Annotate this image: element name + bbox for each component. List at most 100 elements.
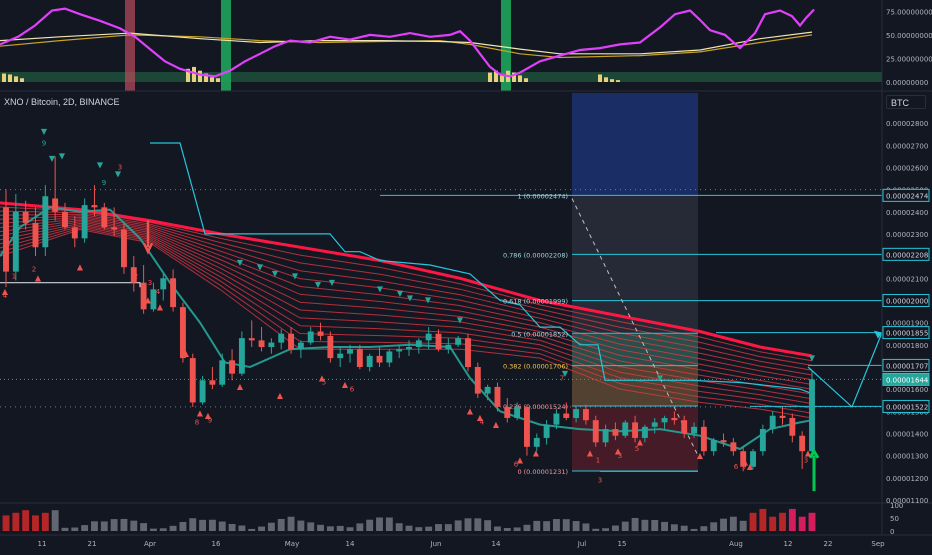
sequence-count: 5: [635, 445, 639, 453]
candle-body: [543, 424, 550, 438]
candle-body: [553, 413, 560, 425]
candle-body: [710, 440, 717, 452]
volume-bar: [248, 528, 256, 531]
buy-signal-marker: ▲: [533, 449, 540, 458]
buy-signal-marker: ▲: [615, 446, 622, 455]
volume-bar: [366, 519, 374, 531]
volume-pane[interactable]: [2, 508, 816, 531]
indicator-axis-label: 0.00000000: [886, 79, 928, 87]
volume-bar: [336, 525, 344, 531]
sequence-count: 2: [134, 272, 138, 280]
volume-bar: [484, 520, 492, 531]
volume-bar: [277, 518, 285, 531]
sequence-count: 4: [480, 419, 485, 427]
candle-body: [12, 211, 19, 272]
volume-bar: [749, 512, 757, 531]
fib-level-label: 0 (0.00001231): [517, 468, 568, 476]
ribbon-line: [0, 215, 813, 376]
candle-body: [582, 409, 589, 421]
histogram-bar: [488, 72, 492, 82]
price-pane[interactable]: 1 (0.00002474) 0.786 (0.00002208) 0.618 (0…: [0, 93, 883, 492]
buy-signal-marker: ▲: [697, 451, 704, 460]
candle-body: [317, 331, 324, 336]
candle-body: [681, 420, 688, 434]
histogram-bar: [210, 77, 214, 82]
volume-bar: [680, 525, 688, 531]
candle-body: [229, 360, 236, 374]
sequence-count: 1: [12, 272, 16, 280]
price-tag-label: 0.00001707: [886, 362, 928, 370]
sell-signal-marker: ▼: [657, 373, 664, 382]
candle-body: [465, 338, 471, 367]
volume-bar: [405, 525, 413, 531]
fib-zone-blue: [572, 93, 698, 196]
volume-bar: [759, 508, 767, 531]
time-axis-label: 11: [38, 540, 47, 548]
ribbon-line: [0, 228, 813, 419]
volume-bar: [159, 528, 167, 531]
volume-bar: [228, 523, 236, 531]
volume-bar: [22, 510, 30, 531]
volume-bar: [661, 521, 669, 531]
candle-body: [622, 422, 629, 436]
price-tag-box: [882, 358, 930, 372]
volume-bar: [238, 525, 246, 531]
candle-body: [42, 196, 49, 248]
ribbon-line: [0, 213, 813, 371]
sequence-count: 3: [148, 279, 152, 287]
volume-bar: [435, 524, 442, 531]
candle-body: [524, 406, 530, 447]
candle-body: [573, 409, 580, 418]
candle-body: [111, 227, 118, 230]
sequence-count: 2: [32, 266, 36, 274]
candle-body: [3, 207, 9, 272]
histogram-bar: [204, 73, 208, 82]
volume-bar: [631, 517, 639, 531]
volume-bar: [110, 519, 118, 531]
signal-line-fast: [0, 31, 813, 55]
buy-signal-marker: ▲: [477, 413, 484, 422]
volume-bar: [140, 523, 148, 531]
ribbon-line: [0, 210, 813, 366]
stepped-stop-line: [150, 142, 813, 395]
buy-signal-marker: ▲: [145, 296, 152, 305]
histogram-bar: [186, 68, 190, 82]
volume-axis-label: 50: [890, 515, 899, 523]
candle-body: [22, 211, 29, 223]
currency-badge[interactable]: BTC: [886, 95, 926, 109]
candle-body: [484, 386, 491, 394]
price-tag-label: 0.00001644: [886, 376, 929, 384]
price-tag-box: [882, 188, 930, 202]
projection-arrowhead: [874, 330, 882, 339]
candle-body: [91, 205, 98, 208]
price-axis-label: 0.00001600: [886, 386, 928, 394]
volume-bar: [513, 527, 521, 531]
volume-bar: [602, 528, 610, 531]
volume-bar: [317, 524, 324, 531]
candle-body: [592, 420, 599, 443]
candle-body: [62, 211, 68, 228]
time-axis-label: 14: [492, 540, 501, 548]
candle-body: [799, 435, 806, 452]
sequence-count: 3: [118, 164, 122, 172]
volume-bar: [720, 518, 727, 531]
volume-bar: [533, 520, 541, 531]
ribbon-line: [0, 222, 813, 400]
candle-body: [189, 358, 196, 403]
time-axis-label: May: [285, 540, 299, 548]
buy-signal-marker: ▲: [237, 382, 244, 391]
volume-bar: [346, 527, 354, 531]
price-tag-label: 0.00002474: [886, 192, 929, 200]
volume-bar: [700, 526, 708, 531]
sequence-count: 9: [102, 179, 106, 187]
signal-line-slow: [0, 34, 813, 59]
volume-bar: [307, 522, 315, 531]
volume-axis-label: 0: [890, 528, 894, 536]
volume-bar: [208, 519, 216, 531]
price-tag-box: [882, 326, 930, 340]
sell-signal-marker: ▼: [97, 160, 104, 169]
time-axis-label: Aug: [729, 540, 743, 548]
oscillator-pane[interactable]: [0, 0, 882, 91]
